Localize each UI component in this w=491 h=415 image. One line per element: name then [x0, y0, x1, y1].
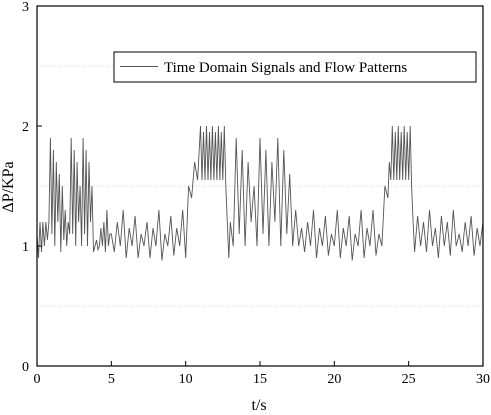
- y-tick-label: 0: [22, 360, 29, 375]
- axis-ticks: 0 5 10 15 20 25 30 0 1 2 3: [22, 0, 490, 387]
- x-tick-label: 5: [108, 372, 115, 387]
- x-tick-label: 10: [179, 372, 193, 387]
- y-axis-title: ΔP/KPa: [0, 161, 17, 212]
- x-tick-label: 0: [34, 372, 41, 387]
- x-tick-label: 25: [402, 372, 416, 387]
- legend-box: [113, 51, 477, 83]
- y-tick-label: 3: [22, 0, 29, 15]
- x-axis-title: t/s: [251, 397, 266, 414]
- legend-label: Time Domain Signals and Flow Patterns: [164, 60, 407, 76]
- y-tick-label: 1: [22, 240, 29, 255]
- legend: Time Domain Signals and Flow Patterns: [113, 51, 477, 83]
- y-tick-label: 2: [22, 120, 29, 135]
- x-tick-label: 30: [476, 372, 490, 387]
- grid-lines: [37, 65, 483, 307]
- series-line: [36, 125, 484, 261]
- x-tick-label: 15: [253, 372, 267, 387]
- x-tick-label: 20: [327, 372, 341, 387]
